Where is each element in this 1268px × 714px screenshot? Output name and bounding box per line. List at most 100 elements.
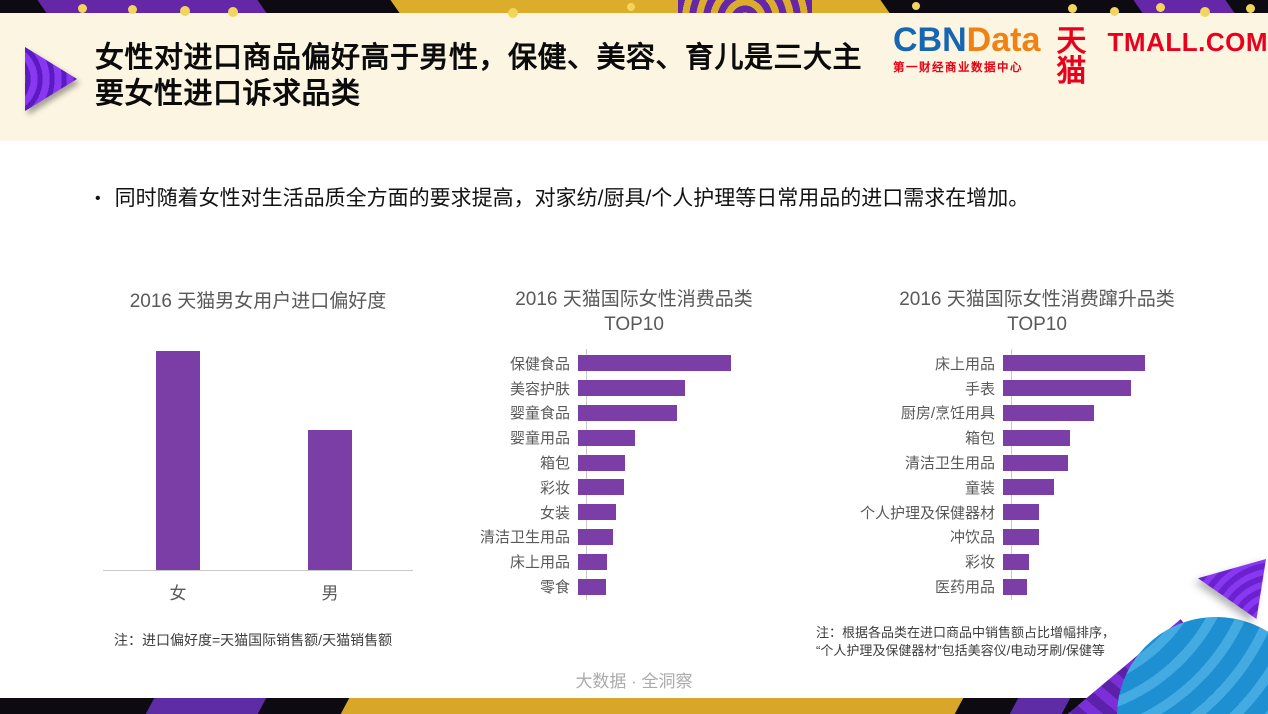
category-bar — [578, 528, 613, 545]
axis-label-女: 女 — [169, 584, 187, 603]
rise10-title-line1: 2016 天猫国际女性消费蹿升品类 — [899, 289, 1175, 310]
category-label: 箱包 — [964, 430, 995, 448]
dot-decoration — [180, 6, 190, 16]
top10-title-line1: 2016 天猫国际女性消费品类 — [515, 289, 753, 310]
category-label: 医药用品 — [934, 579, 995, 597]
category-bar — [578, 404, 677, 421]
bullet-dot: • — [95, 190, 101, 207]
category-bar — [578, 380, 685, 397]
category-bar — [1003, 504, 1039, 521]
category-label: 箱包 — [539, 455, 570, 473]
chart-row: 厨房/烹饪用具 — [843, 401, 1145, 426]
dot-decoration — [1110, 7, 1119, 16]
rise10-note-line2: “个人护理及保健器材”包括美容仪/电动牙刷/保健等 — [816, 643, 1105, 658]
category-label: 清洁卫生用品 — [904, 455, 995, 473]
corner-purple-triangle — [1198, 559, 1266, 619]
top10-chart-title: 2016 天猫国际女性消费品类 TOP10 — [468, 287, 800, 337]
footer-slogan: 大数据 · 全洞察 — [575, 672, 693, 691]
category-label: 美容护肤 — [509, 380, 570, 398]
bar-女 — [156, 351, 200, 570]
category-label: 手表 — [964, 380, 995, 398]
cbn-text: CBN — [893, 21, 967, 59]
category-bar — [1003, 380, 1131, 397]
triangle-shape — [25, 47, 77, 111]
data-text: Data — [966, 21, 1041, 59]
cbndata-wordmark: CBNData — [893, 21, 1041, 59]
cbndata-subtitle: 第一财经商业数据中心 — [893, 62, 1023, 74]
top10-axis-line — [586, 349, 587, 600]
chart-row: 保健食品 — [460, 351, 731, 376]
rise10-axis-line — [1011, 349, 1012, 600]
bottom-decorative-strip — [0, 698, 1268, 714]
chart-row: 童装 — [843, 475, 1145, 500]
top-decorative-strip — [0, 0, 1268, 18]
category-bar — [578, 355, 731, 372]
chart-row: 女装 — [460, 500, 731, 525]
rise10-title-line2: TOP10 — [1007, 314, 1067, 335]
chart-row: 清洁卫生用品 — [460, 525, 731, 550]
category-bar — [578, 578, 606, 595]
bullet-text: 同时随着女性对生活品质全方面的要求提高，对家纺/厨具/个人护理等日常用品的进口需… — [114, 187, 1030, 210]
dot-decoration — [1200, 7, 1210, 17]
category-bar — [1003, 355, 1145, 372]
category-bar — [1003, 578, 1027, 595]
top-strip-purple-band-right — [1133, 0, 1235, 13]
chart-row: 医药用品 — [843, 574, 1145, 599]
title-triangle-icon — [25, 47, 77, 111]
gender-chart-title: 2016 天猫男女用户进口偏好度 — [129, 291, 387, 312]
chart-row: 床上用品 — [843, 351, 1145, 376]
bottom-strip-purple-band — [145, 698, 267, 714]
bar-男 — [308, 430, 352, 570]
bottom-strip-gold-band — [340, 698, 964, 714]
rise10-chart-title: 2016 天猫国际女性消费蹿升品类 TOP10 — [872, 287, 1202, 337]
chart-row: 婴童食品 — [460, 401, 731, 426]
top10-title-line2: TOP10 — [604, 314, 664, 335]
chart-row: 床上用品 — [460, 549, 731, 574]
category-label: 婴童用品 — [509, 430, 570, 448]
axis-label-男: 男 — [321, 584, 339, 603]
tmall-domain-text: TMALL.COM — [1107, 27, 1268, 57]
chart-row: 个人护理及保健器材 — [843, 500, 1145, 525]
category-bar — [578, 429, 635, 446]
chart-row: 手表 — [843, 376, 1145, 401]
chart-row: 婴童用品 — [460, 425, 731, 450]
corner-blue-circle — [1117, 617, 1268, 714]
rise10-note-line1: 注：根据各品类在进口商品中销售额占比增幅排序， — [816, 625, 1116, 640]
category-label: 彩妆 — [539, 479, 570, 497]
rise10-chart-note: 注：根据各品类在进口商品中销售额占比增幅排序， “个人护理及保健器材”包括美容仪/… — [816, 624, 1115, 660]
category-bar — [1003, 429, 1070, 446]
dot-decoration — [228, 7, 238, 17]
gender-chart-plot — [103, 349, 413, 571]
dot-decoration — [1156, 3, 1165, 12]
dot-decoration — [128, 5, 137, 14]
dot-decoration — [78, 4, 87, 13]
category-bar — [1003, 404, 1094, 421]
category-bar — [578, 454, 625, 471]
page-title-line2: 要女性进口诉求品类 — [95, 78, 361, 110]
gender-chart-note: 注：进口偏好度=天猫国际销售额/天猫销售额 — [114, 632, 393, 648]
category-label: 厨房/烹饪用具 — [900, 405, 995, 423]
chart-row: 美容护肤 — [460, 376, 731, 401]
category-label: 床上用品 — [509, 554, 570, 572]
category-label: 零食 — [539, 579, 570, 597]
tmall-logo: 天猫 TMALL.COM — [1056, 27, 1268, 87]
chart-row: 箱包 — [460, 450, 731, 475]
dot-decoration — [508, 8, 518, 18]
category-label: 个人护理及保健器材 — [859, 504, 995, 522]
top-strip-rings-pattern — [678, 0, 812, 13]
chart-row: 冲饮品 — [843, 525, 1145, 550]
category-label: 保健食品 — [509, 355, 570, 373]
dot-decoration — [1246, 4, 1255, 13]
category-label: 彩妆 — [964, 554, 995, 572]
category-bar — [1003, 454, 1068, 471]
chart-row: 箱包 — [843, 425, 1145, 450]
chart-row: 彩妆 — [843, 549, 1145, 574]
chart-row: 零食 — [460, 574, 731, 599]
logo-group: CBNData 第一财经商业数据中心 天猫 TMALL.COM — [893, 21, 1268, 87]
bottom-strip-purple-band-right — [1009, 698, 1071, 714]
category-label: 女装 — [539, 504, 570, 522]
page-title-line1: 女性对进口商品偏好高于男性，保健、美容、育儿是三大主 — [95, 42, 863, 74]
dot-decoration — [627, 3, 635, 11]
category-label: 床上用品 — [934, 355, 995, 373]
category-label: 童装 — [964, 479, 995, 497]
